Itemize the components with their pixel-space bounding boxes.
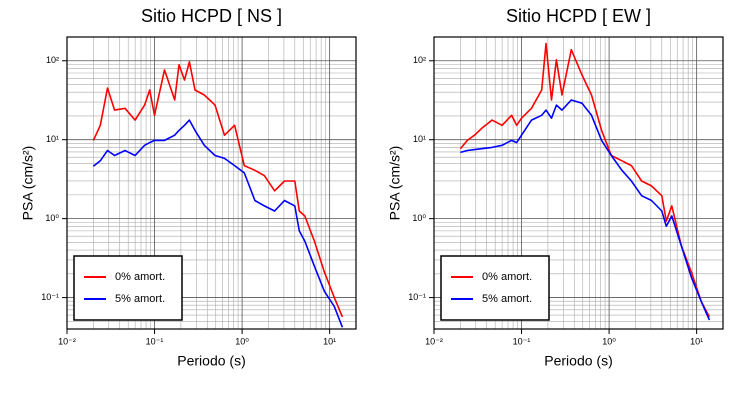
x-tick-label: 10⁻² bbox=[425, 336, 443, 346]
plot-frame bbox=[433, 36, 724, 330]
legend-label: 0% amort. bbox=[115, 271, 165, 283]
x-axis-label: Periodo (s) bbox=[177, 353, 245, 369]
x-tick-label: 10⁰ bbox=[235, 336, 249, 346]
y-axis-label: PSA (cm/s²) bbox=[387, 146, 403, 221]
y-axis-label: PSA (cm/s²) bbox=[20, 146, 36, 221]
y-tick-label: 10² bbox=[413, 55, 426, 65]
legend-label: 0% amort. bbox=[482, 271, 532, 283]
legend-box bbox=[73, 255, 183, 321]
plot-frame bbox=[66, 36, 357, 330]
y-tick-label: 10¹ bbox=[46, 134, 59, 144]
x-tick-label: 10¹ bbox=[690, 336, 703, 346]
x-tick-label: 10¹ bbox=[323, 336, 336, 346]
y-tick-label: 10² bbox=[46, 55, 59, 65]
y-tick-label: 10⁻¹ bbox=[41, 292, 59, 302]
y-tick-label: 10⁰ bbox=[412, 213, 426, 223]
legend-box bbox=[440, 255, 550, 321]
y-tick-label: 10⁰ bbox=[45, 213, 59, 223]
series-line bbox=[92, 61, 344, 318]
x-tick-label: 10⁻¹ bbox=[513, 336, 531, 346]
legend-label: 5% amort. bbox=[115, 293, 165, 305]
x-tick-label: 10⁰ bbox=[602, 336, 616, 346]
x-tick-label: 10⁻¹ bbox=[146, 336, 164, 346]
legend-label: 5% amort. bbox=[482, 293, 532, 305]
chart-title: Sitio HCPD [ EW ] bbox=[506, 6, 651, 26]
y-tick-label: 10¹ bbox=[413, 134, 426, 144]
y-tick-label: 10⁻¹ bbox=[408, 292, 426, 302]
series-line bbox=[459, 42, 711, 318]
x-tick-label: 10⁻² bbox=[58, 336, 76, 346]
x-axis-label: Periodo (s) bbox=[544, 353, 612, 369]
chart-title: Sitio HCPD [ NS ] bbox=[141, 6, 282, 26]
series-line bbox=[460, 99, 711, 321]
series-line bbox=[92, 119, 344, 328]
